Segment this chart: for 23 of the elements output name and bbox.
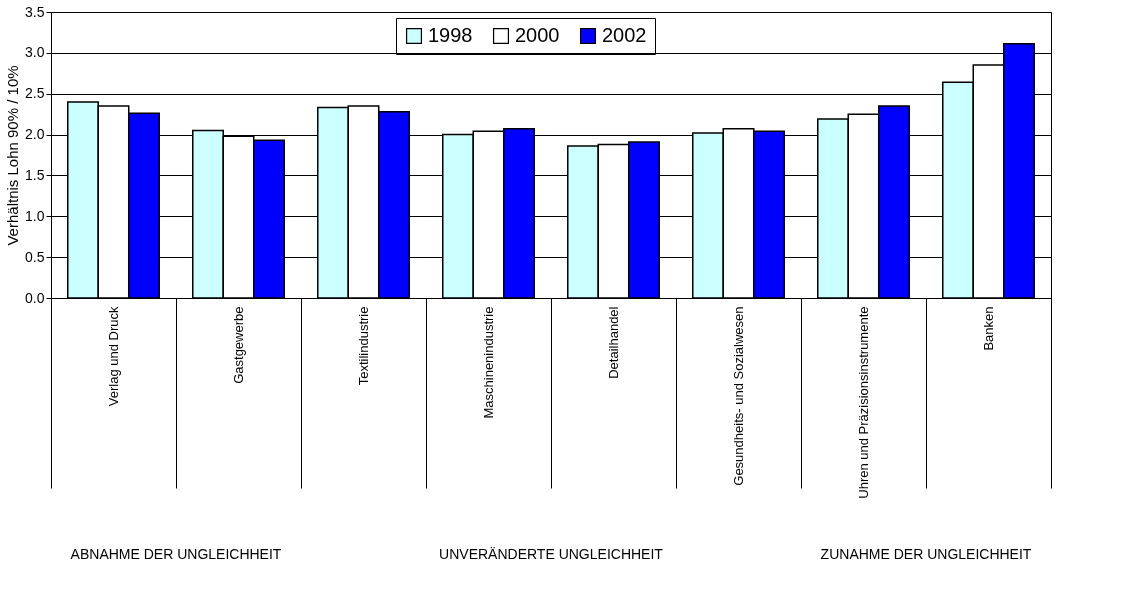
legend-label: 1998 bbox=[428, 24, 473, 46]
legend-label: 2000 bbox=[515, 24, 560, 46]
y-tick-label: 3.0 bbox=[25, 44, 45, 61]
x-tick-label: Textilindustrie bbox=[356, 306, 371, 386]
x-tick-label: Gastgewerbe bbox=[231, 306, 246, 384]
y-axis-title: Verhältnis Lohn 90% / 10% bbox=[4, 65, 22, 246]
y-tick-label: 3.5 bbox=[25, 3, 45, 20]
y-tick-label: 1.0 bbox=[25, 207, 45, 224]
legend-label: 2002 bbox=[602, 24, 647, 46]
x-tick-label: Verlag und Druck bbox=[106, 306, 121, 407]
x-tick-label: Detailhandel bbox=[606, 306, 621, 379]
y-tick-label: 2.5 bbox=[25, 85, 45, 102]
y-tick-label: 1.5 bbox=[25, 166, 45, 183]
y-tick-label: 0.5 bbox=[25, 248, 45, 265]
x-tick-label: Gesundheits- und Sozialwesen bbox=[731, 306, 746, 486]
y-tick-label: 2.0 bbox=[25, 126, 45, 143]
x-tick-label: Banken bbox=[981, 306, 996, 351]
x-tick-label: Maschinenindustrie bbox=[481, 306, 496, 419]
text: UNVERÄNDERTE UNGLEICHHEIT bbox=[439, 546, 664, 562]
text: ABNAHME DER UNGLEICHHEIT bbox=[70, 546, 282, 562]
y-tick-label: 0.0 bbox=[25, 289, 45, 306]
text: ZUNAHME DER UNGLEICHHEIT bbox=[820, 546, 1032, 562]
x-tick-label: Uhren und Präzisionsinstrumente bbox=[856, 306, 871, 499]
